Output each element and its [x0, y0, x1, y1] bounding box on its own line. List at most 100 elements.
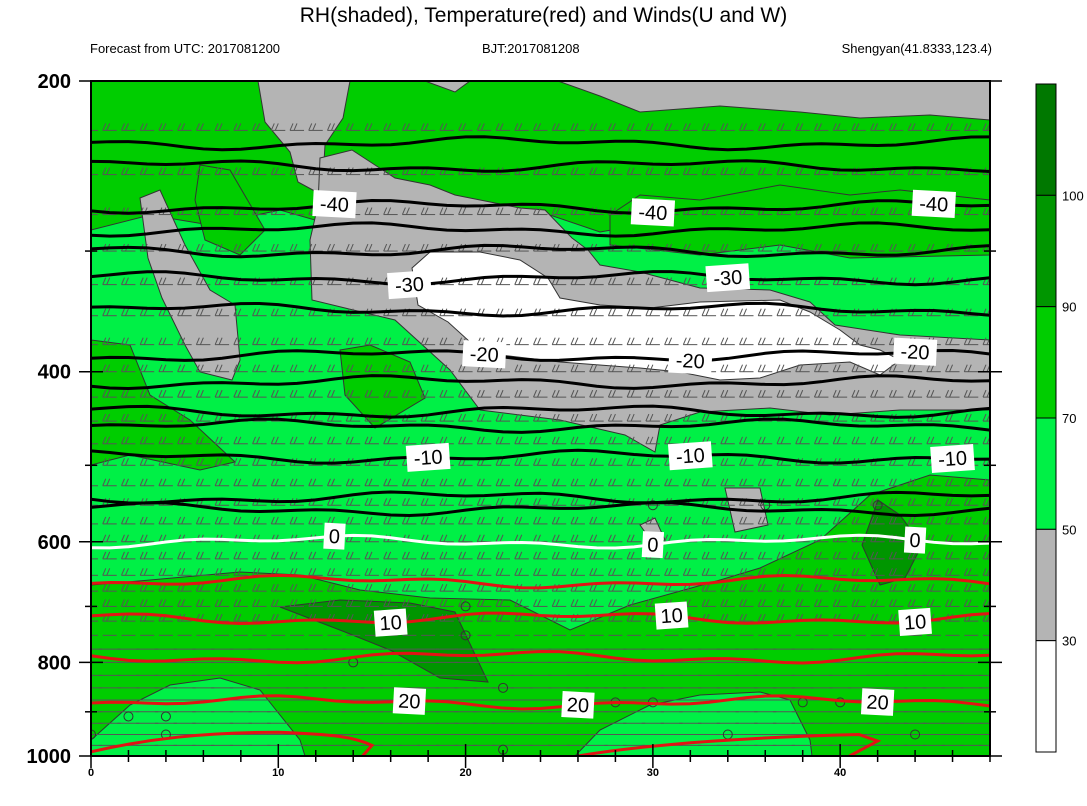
- wind-barb-feather: [963, 364, 972, 372]
- colorbar-label: 50: [1062, 522, 1076, 537]
- wind-barb-feather: [252, 458, 261, 466]
- wind-barb-feather: [458, 599, 467, 607]
- wind-barb-feather: [495, 413, 504, 422]
- wind-barb-feather: [963, 599, 972, 607]
- wind-barb-feather: [907, 436, 916, 444]
- wind-barb-feather: [945, 551, 954, 560]
- wind-barb-feather: [533, 551, 541, 560]
- wind-barb-feather: [645, 436, 654, 444]
- wind-barb-feather: [476, 516, 485, 525]
- isotherm-label-bg: [860, 688, 895, 716]
- isotherm-label-text: 10: [660, 605, 684, 628]
- wind-barb-feather: [776, 599, 785, 607]
- wind-barb-feather: [757, 599, 766, 607]
- wind-barb-feather: [120, 364, 129, 372]
- wind-barb-feather: [327, 599, 335, 607]
- wind-barb-feather: [570, 516, 579, 525]
- wind-barb-feather: [345, 364, 354, 372]
- wind-barb-feather: [720, 478, 729, 486]
- wind-barb-feather: [720, 599, 729, 607]
- y-tick-label: 1000: [27, 746, 72, 768]
- wind-barb-feather: [177, 478, 186, 486]
- wind-barb-feather: [607, 123, 616, 131]
- wind-barb-feather: [945, 516, 954, 525]
- isotherm-label: -10: [667, 441, 713, 471]
- wind-barb-feather: [757, 436, 766, 444]
- wind-barb-feather: [102, 551, 111, 560]
- wind-barb-feather: [102, 167, 111, 175]
- wind-barb-feather: [701, 337, 710, 345]
- wind-barb-feather: [739, 551, 747, 560]
- wind-barb-feather: [963, 516, 972, 525]
- wind-barb-feather: [91, 534, 92, 537]
- wind-barb-feather: [664, 413, 673, 422]
- isotherm-label-bg: [668, 346, 713, 375]
- wind-barb-feather: [963, 583, 972, 592]
- wind-barb-feather: [139, 478, 148, 486]
- isotherm-label: -10: [405, 442, 451, 472]
- wind-barb-feather: [458, 207, 467, 215]
- wind-barb-feather: [495, 498, 504, 506]
- wind-barb-feather: [851, 389, 860, 398]
- wind-barb-feather: [963, 568, 972, 576]
- wind-barb-feather: [926, 583, 935, 592]
- wind-barb-feather: [514, 498, 523, 506]
- wind-barb-feather: [870, 337, 879, 345]
- wind-barb-feather: [420, 568, 429, 576]
- wind-barb-feather: [514, 599, 523, 607]
- x-tick-label: 30: [647, 767, 659, 779]
- wind-barb-feather: [607, 478, 616, 486]
- wind-barb-feather: [589, 568, 598, 576]
- y-tick-label: 200: [38, 71, 71, 93]
- wind-barb-feather: [364, 478, 373, 486]
- wind-barb-feather: [233, 308, 242, 316]
- wind-barb-feather: [401, 389, 410, 398]
- wind-barb-feather: [345, 516, 354, 525]
- wind-barb-feather: [477, 81, 482, 82]
- wind-barb-feather: [888, 207, 897, 215]
- wind-barb-feather: [289, 599, 298, 607]
- wind-barb-feather: [664, 337, 673, 345]
- wind-barb-feather: [91, 498, 92, 500]
- wind-barb-feather: [270, 123, 279, 131]
- wind-barb-feather: [945, 364, 954, 372]
- wind-barb-feather: [832, 243, 841, 252]
- wind-barb-feather: [682, 478, 691, 486]
- isotherm-label-text: 0: [328, 526, 340, 549]
- wind-barb-feather: [813, 516, 822, 525]
- wind-barb-feather: [551, 389, 560, 398]
- wind-barb-feather: [795, 243, 804, 252]
- wind-barb-feather: [120, 389, 129, 398]
- wind-barb-feather: [533, 389, 541, 398]
- wind-barb-feather: [813, 413, 822, 422]
- wind-barb-feather: [308, 413, 317, 422]
- isotherm-label-bg: [654, 601, 689, 630]
- chart-title: RH(shaded), Temperature(red) and Winds(U…: [299, 4, 788, 27]
- isotherm-label: -20: [668, 346, 713, 375]
- wind-barb-feather: [270, 389, 279, 398]
- isotherm-line: [91, 221, 990, 238]
- wind-barb-feather: [795, 364, 804, 372]
- wind-barb-feather: [327, 583, 335, 592]
- wind-barb-feather: [533, 207, 541, 215]
- wind-barb-feather: [270, 337, 279, 345]
- wind-barb-feather: [214, 583, 223, 592]
- isotherm-label-text: -20: [675, 350, 705, 373]
- wind-barb-feather: [851, 81, 857, 82]
- wind-barb-feather: [439, 516, 448, 525]
- wind-barb-feather: [252, 568, 261, 576]
- isotherm-label-bg: [392, 687, 427, 715]
- wind-barb-feather: [214, 458, 223, 466]
- wind-barb-feather: [476, 534, 485, 542]
- wind-barb-feather: [383, 436, 392, 444]
- wind-barb-feather: [439, 364, 448, 372]
- wind-barb-feather: [439, 568, 448, 576]
- wind-barb-feather: [364, 613, 373, 622]
- wind-barb-feather: [158, 568, 167, 576]
- wind-barb-feather: [102, 534, 111, 542]
- wind-barb-feather: [289, 364, 298, 372]
- wind-barb-feather: [289, 308, 298, 316]
- wind-barb-feather: [476, 599, 485, 607]
- wind-barb-feather: [739, 613, 747, 622]
- wind-barb-feather: [870, 478, 879, 486]
